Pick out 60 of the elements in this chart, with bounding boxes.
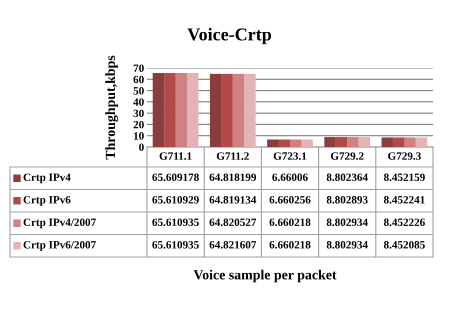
data-label: 8.802934 — [326, 218, 368, 226]
bar — [232, 74, 244, 147]
data-label: 8.802893 — [326, 196, 368, 204]
data-label: 64.819134 — [210, 196, 256, 204]
data-label: 64.820527 — [210, 218, 256, 226]
y-tick-label: 60 — [133, 76, 144, 84]
legend-label: Crtp IPv4 — [24, 174, 71, 184]
bar — [290, 139, 302, 147]
x-tick-label: G723.1 — [274, 152, 306, 160]
y-tick-label: 0 — [139, 143, 144, 151]
bar — [176, 72, 188, 147]
bar — [324, 137, 336, 147]
bar — [416, 137, 428, 147]
data-label: 65.610935 — [152, 218, 199, 226]
data-label: 8.802364 — [326, 174, 368, 182]
data-label: 8.452226 — [384, 218, 425, 226]
data-label: 8.452241 — [384, 196, 425, 204]
data-label: 65.610935 — [152, 241, 199, 249]
data-label: 65.609178 — [152, 174, 199, 182]
legend-label: Crtp IPv6 — [24, 196, 71, 206]
bar — [278, 139, 290, 147]
y-tick-label: 10 — [134, 132, 144, 140]
bar — [187, 72, 198, 147]
bar — [392, 137, 404, 147]
data-label: 6.660218 — [270, 241, 310, 249]
bar — [210, 74, 222, 147]
bar — [267, 139, 279, 147]
data-label: 8.452159 — [384, 174, 425, 182]
data-label: 8.452085 — [384, 241, 425, 249]
y-tick-label: 70 — [134, 64, 144, 72]
y-tick-label: 50 — [134, 87, 144, 95]
x-tick-label: G729.3 — [388, 152, 421, 160]
y-axis-title: Throughput,kbps — [105, 56, 118, 160]
bar — [164, 72, 176, 147]
legend-label: Crtp IPv4/2007 — [24, 218, 96, 228]
y-tick-label: 30 — [134, 110, 144, 118]
y-tick-label: 20 — [134, 120, 144, 128]
text: Voice sample per packet — [194, 270, 337, 282]
x-tick-label: G729.2 — [330, 152, 364, 160]
data-label: 6.660256 — [270, 196, 311, 204]
bar — [336, 137, 348, 147]
data-label: 6.660218 — [270, 218, 310, 226]
data-label: 64.818199 — [210, 174, 256, 182]
x-tick-label: G711.1 — [160, 152, 192, 160]
bar — [244, 74, 256, 147]
chart-title: Voice-Crtp — [187, 28, 272, 44]
data-label: 8.802934 — [326, 241, 368, 249]
bar — [382, 137, 393, 147]
y-tick-label: 40 — [133, 98, 144, 106]
x-tick-label: G711.2 — [216, 152, 249, 160]
bar — [301, 139, 313, 147]
data-label: 65.610929 — [152, 196, 199, 204]
data-label: 64.821607 — [210, 241, 256, 249]
bar — [358, 137, 370, 147]
bar — [404, 137, 416, 147]
bar — [347, 137, 359, 147]
legend-label: Crtp IPv6/2007 — [24, 241, 96, 251]
bar — [152, 72, 164, 147]
data-label: 6.66006 — [272, 174, 308, 182]
bar — [221, 74, 233, 147]
